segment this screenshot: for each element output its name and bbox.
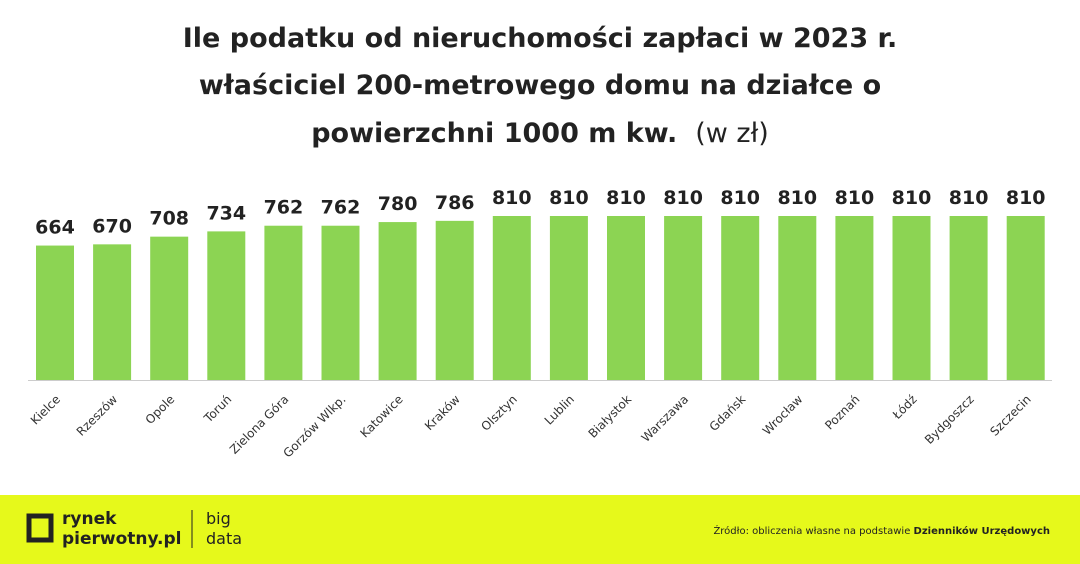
footer-band <box>0 495 1080 564</box>
value-label: 810 <box>663 187 703 209</box>
bar <box>549 216 588 380</box>
bar <box>207 231 246 380</box>
value-label: 708 <box>149 208 189 230</box>
value-label: 810 <box>949 187 989 209</box>
value-label: 810 <box>549 187 589 209</box>
value-label: 810 <box>606 187 646 209</box>
source: Źródło: obliczenia własne na podstawie D… <box>713 524 1050 537</box>
bar <box>778 216 817 380</box>
value-label: 780 <box>378 193 418 215</box>
value-label: 762 <box>264 197 304 219</box>
logo-tag: big <box>206 509 231 528</box>
bar <box>150 236 189 380</box>
chart-title: powierzchni 1000 m kw. (w zł) <box>311 118 769 149</box>
value-label: 810 <box>492 187 532 209</box>
bar <box>607 216 645 380</box>
bar <box>492 216 531 380</box>
source-text: Źródło: obliczenia własne na podstawie <box>713 524 913 537</box>
bar <box>1006 216 1045 380</box>
bar <box>264 225 303 380</box>
value-label: 762 <box>321 197 361 219</box>
bar <box>435 220 474 380</box>
value-label: 670 <box>92 215 132 237</box>
bar <box>93 244 132 380</box>
logo-text: rynek <box>62 509 117 529</box>
unit: (w zł) <box>695 118 769 149</box>
bar <box>835 216 874 380</box>
chart-title: właściciel 200-metrowego domu na działce… <box>199 70 881 101</box>
bar <box>321 225 360 380</box>
value-label: 810 <box>777 187 817 209</box>
value-label: 810 <box>1006 187 1046 209</box>
chart-title: Ile podatku od nieruchomości zapłaci w 2… <box>183 23 898 54</box>
logo-text: pierwotny.pl <box>62 529 182 549</box>
logo-tag: data <box>206 529 242 548</box>
bar <box>664 216 703 380</box>
bar <box>949 216 988 380</box>
chart-title: powierzchni 1000 m kw. <box>311 118 677 149</box>
bar <box>892 216 931 380</box>
bar <box>36 245 74 380</box>
value-label: 810 <box>720 187 760 209</box>
value-label: 786 <box>435 192 475 214</box>
logo-icon <box>26 513 54 543</box>
source-bold: Dzienników Urzędowych <box>914 525 1050 537</box>
bar <box>378 222 417 380</box>
value-label: 664 <box>35 217 75 239</box>
value-label: 810 <box>892 187 932 209</box>
value-label: 810 <box>835 187 875 209</box>
value-label: 734 <box>206 202 246 224</box>
bar <box>721 216 760 380</box>
